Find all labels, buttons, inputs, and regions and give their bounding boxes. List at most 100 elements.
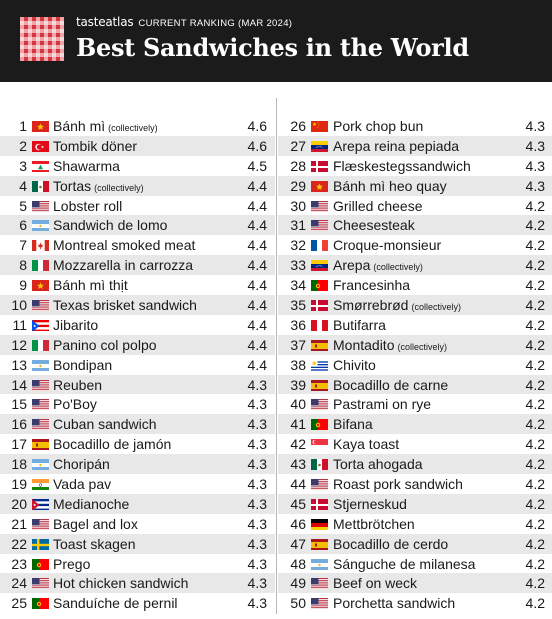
argentina-flag-icon xyxy=(311,558,328,570)
spain-flag-icon xyxy=(311,379,328,391)
sandwich-name: Torta ahogada xyxy=(333,456,423,472)
sandwich-name: Bánh mì heo quay xyxy=(333,178,447,194)
sandwich-name-text: Mozzarella in carrozza xyxy=(53,257,194,274)
rating-value: 4.2 xyxy=(525,257,545,274)
canada-flag-icon xyxy=(32,239,49,252)
sandwich-name: Cuban sandwich xyxy=(53,416,157,432)
china-flag-icon xyxy=(311,120,328,132)
rating-value: 4.3 xyxy=(525,177,545,194)
portugal-flag-icon xyxy=(32,597,49,610)
spain-flag-icon xyxy=(32,438,49,451)
sandwich-note: (collectively) xyxy=(373,262,423,273)
usa-flag-icon xyxy=(311,478,328,491)
sandwich-name-text: Bocadillo de jamón xyxy=(53,436,172,453)
usa-flag-icon xyxy=(32,379,49,391)
sandwich-note: (collectively) xyxy=(397,341,447,352)
sandwich-name: Grilled cheese xyxy=(333,198,423,214)
ranking-row: 33 Arepa (collectively) 4.2 xyxy=(278,255,552,276)
usa-flag-icon xyxy=(32,577,49,590)
ranking-row: 47 Bocadillo de cerdo 4.2 xyxy=(278,533,552,554)
ranking-row: 23 Prego 4.3 xyxy=(0,554,275,574)
denmark-flag-icon xyxy=(311,299,328,312)
rank-number: 12 xyxy=(11,336,27,353)
ranking-row: 38 Chivito 4.2 xyxy=(278,355,552,375)
rating-value: 4.2 xyxy=(525,237,545,254)
ranking-row: 9 Bánh mì thịt 4.4 xyxy=(0,275,275,295)
rank-number: 6 xyxy=(19,217,27,234)
ranking-row: 50 Porchetta sandwich 4.2 xyxy=(278,593,552,613)
sandwich-name-text: Bánh mì heo quay xyxy=(333,177,447,194)
sandwich-name: Stjerneskud xyxy=(333,496,407,512)
sandwich-name-text: Bagel and lox xyxy=(53,515,138,532)
ranking-row: 43 Torta ahogada 4.2 xyxy=(278,454,552,475)
rating-value: 4.2 xyxy=(525,376,545,393)
ranking-row: 10 Texas brisket sandwich 4.4 xyxy=(0,295,275,315)
ranking-row: 36 Butifarra 4.2 xyxy=(278,315,552,335)
rating-value: 4.2 xyxy=(525,436,545,453)
rank-number: 19 xyxy=(11,476,27,493)
sandwich-note: (collectively) xyxy=(108,123,158,133)
sandwich-name-text: Jibarito xyxy=(53,316,99,333)
rating-value: 4.4 xyxy=(247,356,267,373)
rating-value: 4.3 xyxy=(247,456,267,473)
sandwich-name: Bagel and lox xyxy=(53,516,138,532)
rank-number: 25 xyxy=(11,595,27,612)
sandwich-name: Arepa (collectively) xyxy=(333,257,423,275)
ranking-row: 27 Arepa reina pepiada 4.3 xyxy=(278,135,552,156)
peru-flag-icon xyxy=(311,319,328,331)
rating-value: 4.4 xyxy=(247,177,267,194)
sandwich-name-text: Mettbrötchen xyxy=(333,515,415,532)
sandwich-name-text: Cuban sandwich xyxy=(53,416,157,433)
sandwich-name: Bocadillo de cerdo xyxy=(333,536,448,552)
rating-value: 4.2 xyxy=(525,416,545,433)
sweden-flag-icon xyxy=(32,538,49,550)
usa-flag-icon xyxy=(32,518,49,530)
sandwich-name-text: Pork chop bun xyxy=(333,118,424,134)
sandwich-name-text: Sandwich de lomo xyxy=(53,217,168,234)
sandwich-name: Mozzarella in carrozza xyxy=(53,257,193,273)
sandwich-name: Montadito (collectively) xyxy=(333,337,447,355)
ranking-row: 22 Toast skagen 4.3 xyxy=(0,533,275,554)
rating-value: 4.2 xyxy=(525,356,545,373)
sandwich-name: Hot chicken sandwich xyxy=(53,575,188,591)
rating-value: 4.6 xyxy=(247,118,267,134)
sandwich-name: Roast pork sandwich xyxy=(333,476,463,492)
rating-value: 4.4 xyxy=(247,316,267,333)
sandwich-name: Smørrebrød (collectively) xyxy=(333,297,461,315)
rating-value: 4.2 xyxy=(525,515,545,532)
rank-number: 2 xyxy=(19,137,27,154)
vietnam-flag-icon xyxy=(32,120,49,132)
ranking-row: 19 Vada pav 4.3 xyxy=(0,474,275,494)
sandwich-name-text: Beef on weck xyxy=(333,575,418,592)
sandwich-name-text: Tombik döner xyxy=(53,137,138,154)
india-flag-icon xyxy=(32,478,49,491)
ranking-row: 26 Pork chop bun 4.3 xyxy=(278,116,552,136)
rank-number: 35 xyxy=(290,297,306,314)
sandwich-name: Bondipan xyxy=(53,357,112,373)
sandwich-name-text: Grilled cheese xyxy=(333,197,423,214)
spain-flag-icon xyxy=(311,538,328,550)
sandwich-name: Sánguche de milanesa xyxy=(333,556,475,572)
vietnam-flag-icon xyxy=(311,180,328,192)
argentina-flag-icon xyxy=(32,359,49,371)
sandwich-name-text: Bánh mì xyxy=(53,118,106,134)
sandwich-name-text: Texas brisket sandwich xyxy=(53,297,197,314)
sandwich-name-text: Bondipan xyxy=(53,356,113,373)
sandwich-name: Toast skagen xyxy=(53,536,136,552)
rank-number: 43 xyxy=(290,456,306,473)
rank-number: 22 xyxy=(11,535,27,552)
rating-value: 4.3 xyxy=(247,515,267,532)
venezuela-flag-icon xyxy=(311,140,328,152)
turkey-flag-icon xyxy=(32,140,49,152)
rank-number: 47 xyxy=(290,535,306,552)
rating-value: 4.4 xyxy=(247,217,267,234)
rank-number: 36 xyxy=(290,316,306,333)
rank-number: 29 xyxy=(290,177,306,194)
header-bar: tasteatlas CURRENT RANKING (MAR 2024) Be… xyxy=(0,0,552,82)
ranking-row: 32 Croque-monsieur 4.2 xyxy=(278,235,552,255)
ranking-row: 16 Cuban sandwich 4.3 xyxy=(0,414,275,435)
rating-value: 4.2 xyxy=(525,217,545,234)
rating-value: 4.3 xyxy=(247,396,267,413)
ranking-row: 14 Reuben 4.3 xyxy=(0,374,275,395)
ranking-row: 25 Sanduíche de pernil 4.3 xyxy=(0,593,275,613)
